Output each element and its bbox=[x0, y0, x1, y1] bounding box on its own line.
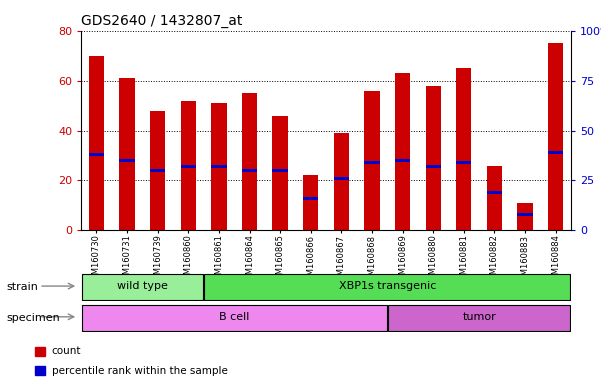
Bar bbox=[242, 169, 257, 172]
Bar bbox=[120, 78, 135, 230]
Bar bbox=[150, 111, 165, 230]
Bar bbox=[456, 68, 471, 230]
Bar bbox=[89, 56, 104, 230]
Bar bbox=[181, 165, 196, 168]
Bar bbox=[364, 161, 380, 164]
Bar bbox=[426, 165, 441, 168]
Bar bbox=[181, 101, 196, 230]
Text: XBP1s transgenic: XBP1s transgenic bbox=[338, 281, 436, 291]
Text: specimen: specimen bbox=[6, 313, 59, 323]
Bar bbox=[82, 274, 203, 300]
Bar bbox=[303, 197, 319, 200]
Text: count: count bbox=[52, 346, 81, 356]
Bar bbox=[35, 366, 45, 375]
Bar bbox=[426, 86, 441, 230]
Bar bbox=[517, 203, 532, 230]
Bar bbox=[517, 213, 532, 216]
Bar bbox=[89, 153, 104, 156]
Bar bbox=[272, 116, 288, 230]
Bar bbox=[211, 103, 227, 230]
Text: B cell: B cell bbox=[219, 312, 249, 322]
Bar bbox=[456, 161, 471, 164]
Bar bbox=[211, 165, 227, 168]
Bar bbox=[120, 159, 135, 162]
Bar bbox=[548, 151, 563, 154]
Bar bbox=[334, 133, 349, 230]
Bar bbox=[487, 190, 502, 194]
Bar bbox=[395, 159, 410, 162]
Bar bbox=[364, 91, 380, 230]
Text: strain: strain bbox=[6, 282, 38, 292]
Text: tumor: tumor bbox=[462, 312, 496, 322]
Bar bbox=[35, 347, 45, 356]
Bar bbox=[204, 274, 570, 300]
Bar bbox=[487, 166, 502, 230]
Bar bbox=[395, 73, 410, 230]
Bar bbox=[334, 177, 349, 180]
Bar bbox=[82, 305, 386, 331]
Bar bbox=[388, 305, 570, 331]
Bar bbox=[548, 43, 563, 230]
Bar bbox=[150, 169, 165, 172]
Bar bbox=[242, 93, 257, 230]
Bar bbox=[272, 169, 288, 172]
Bar bbox=[303, 175, 319, 230]
Text: wild type: wild type bbox=[117, 281, 168, 291]
Text: percentile rank within the sample: percentile rank within the sample bbox=[52, 366, 228, 376]
Text: GDS2640 / 1432807_at: GDS2640 / 1432807_at bbox=[81, 14, 243, 28]
